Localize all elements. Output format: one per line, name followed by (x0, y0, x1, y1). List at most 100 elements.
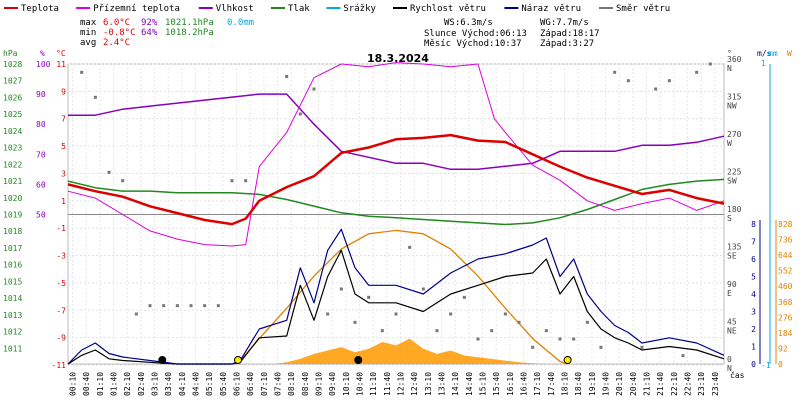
time-tick-label: 20:40 (629, 372, 638, 396)
stats-hum: 64% (141, 28, 158, 38)
time-tick-label: 11:10 (369, 372, 378, 396)
stats-row-label: min (80, 28, 96, 38)
hpa-tick-label: 1011 (3, 344, 22, 353)
time-tick-label: 05:10 (205, 372, 214, 396)
wind-dir-point (216, 304, 220, 308)
time-tick-label: 07:10 (260, 372, 269, 396)
temp-tick-label: 5 (61, 142, 66, 151)
dir-tick-label: NE (727, 327, 737, 336)
temp-tick-label: 3 (61, 169, 66, 178)
dir-tick-value: 315 (727, 93, 742, 102)
time-tick-label: 08:40 (301, 372, 310, 396)
temp-tick-label: -5 (56, 279, 66, 288)
dir-tick-value: 135 (727, 243, 742, 252)
wind-axis-unit: m/s (757, 49, 772, 58)
hpa-tick-label: 1027 (3, 77, 22, 86)
dir-tick-label: N (727, 64, 732, 73)
temp-tick-label: 7 (61, 115, 66, 124)
solar-axis-unit: W (787, 49, 792, 58)
pct-tick-label: 100 (36, 60, 51, 69)
rain-tick-label: 1 (761, 59, 766, 68)
stats-header: max 6.0°C 92% 1021.1hPa 0.0mm min -0.8°C 64% 101… (80, 18, 600, 49)
stats-temp: 6.0°C (103, 18, 130, 28)
time-tick-label: 02:10 (123, 372, 132, 396)
wind-dir-point (339, 287, 343, 291)
legend-label: Náraz větru (521, 4, 581, 14)
wind-dir-point (695, 70, 699, 74)
wind-dir-point (353, 320, 357, 324)
legend-label: Směr větru (616, 4, 670, 14)
wind-dir-point (80, 70, 84, 74)
solar-tick-label: 0 (778, 360, 783, 369)
legend-label: Tlak (288, 4, 310, 14)
time-tick-label: 19:40 (602, 372, 611, 396)
pct-tick-label: 70 (36, 150, 46, 159)
pct-tick-label: 80 (36, 120, 46, 129)
legend-label: Přízemní teplota (93, 4, 180, 14)
info-moon: Měsíc Východ:10:37 (424, 39, 522, 49)
wind-dir-point (326, 312, 330, 316)
wind-dir-point (175, 304, 179, 308)
wind-dir-point (667, 79, 671, 83)
stats-hum: 92% (141, 18, 158, 28)
legend-label: Rychlost větru (410, 4, 486, 14)
hpa-tick-label: 1012 (3, 328, 22, 337)
hpa-tick-label: 1024 (3, 127, 22, 136)
time-tick-label: 04:40 (192, 372, 201, 396)
rain-axis-unit: mm (768, 49, 778, 58)
wind-dir-point (476, 337, 480, 341)
time-tick-label: 21:10 (643, 372, 652, 396)
wind-dir-point (312, 87, 316, 91)
wind-dir-point (681, 354, 685, 358)
wind-dir-point (230, 179, 234, 183)
time-tick-label: 03:40 (164, 372, 173, 396)
wind-dir-point (298, 112, 302, 116)
solar-area (273, 338, 547, 364)
dir-tick-label: E (727, 289, 732, 298)
dir-tick-label: W (727, 139, 732, 148)
time-tick-label: 22:10 (670, 372, 679, 396)
time-axis-unit: čas (730, 370, 745, 380)
time-tick-label: 11:40 (383, 372, 392, 396)
dir-axis-unit: ° (727, 49, 732, 58)
wind-dir-point (654, 87, 658, 91)
temp-tick-label: -11 (52, 361, 67, 370)
wind-tick-label: 2 (751, 325, 756, 334)
dir-tick-value: 0 (727, 355, 732, 364)
wind-tick-label: 5 (751, 273, 756, 282)
hpa-tick-label: 1013 (3, 311, 22, 320)
hpa-tick-label: 1015 (3, 277, 22, 286)
time-tick-label: 12:40 (410, 372, 419, 396)
time-tick-label: 09:40 (328, 372, 337, 396)
time-tick-label: 23:10 (697, 372, 706, 396)
time-tick-label: 04:10 (178, 372, 187, 396)
dir-tick-value: 270 (727, 130, 742, 139)
dir-tick-value: 90 (727, 280, 737, 289)
wind-dir-point (162, 304, 166, 308)
wind-dir-point (503, 312, 507, 316)
time-tick-label: 15:40 (492, 372, 501, 396)
wind-dir-point (449, 312, 453, 316)
sunrise-marker (234, 356, 243, 364)
wind-dir-point (626, 79, 630, 83)
solar-tick-label: 828 (778, 220, 793, 229)
info-sun: Slunce Východ:06:13 (424, 29, 527, 39)
solar-tick-label: 552 (778, 267, 793, 276)
hpa-tick-label: 1026 (3, 93, 22, 102)
wind-dir-point (121, 179, 125, 183)
solar-tick-label: 92 (778, 344, 788, 353)
hpa-tick-label: 1023 (3, 144, 22, 153)
hpa-tick-label: 1019 (3, 211, 22, 220)
stats-press: 1018.2hPa (165, 28, 214, 38)
solar-tick-label: 276 (778, 313, 793, 322)
time-tick-label: 01:10 (96, 372, 105, 396)
hpa-tick-label: 1017 (3, 244, 22, 253)
hpa-tick-label: 1020 (3, 194, 22, 203)
legend-label: Teplota (21, 4, 59, 14)
stats-rain: 0.0mm (227, 18, 254, 28)
time-tick-label: 14:40 (465, 372, 474, 396)
solar-tick-label: 460 (778, 282, 793, 291)
time-tick-label: 18:10 (561, 372, 570, 396)
hpa-tick-label: 1025 (3, 110, 22, 119)
